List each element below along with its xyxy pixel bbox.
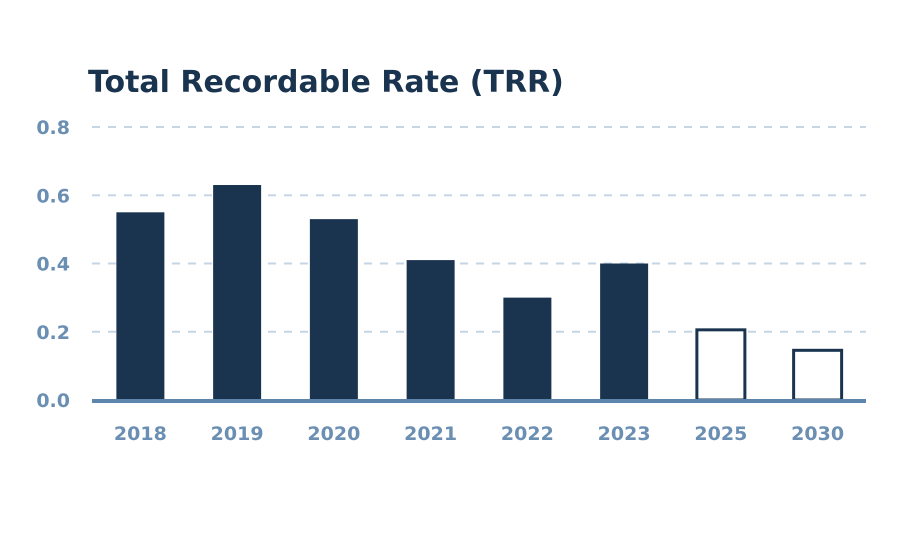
x-axis-ticks: 2018 2019 2020 2021 2022 2023 2025 2030 [114, 423, 844, 445]
y-tick-label: 0.4 [36, 254, 70, 276]
y-tick-label: 0.6 [36, 185, 70, 207]
x-tick-label: 2030 [791, 423, 844, 445]
bar [116, 212, 165, 400]
x-tick-label: 2023 [598, 423, 651, 445]
bar [309, 219, 358, 400]
x-tick-label: 2020 [307, 423, 360, 445]
x-tick-label: 2025 [694, 423, 747, 445]
y-tick-label: 0.0 [36, 390, 70, 412]
y-tick-label: 0.8 [36, 117, 70, 139]
bar [600, 263, 649, 400]
y-axis-ticks: 0.0 0.2 0.4 0.6 0.8 [36, 117, 70, 412]
target-bar [695, 328, 747, 402]
x-tick-label: 2019 [211, 423, 264, 445]
bars [116, 185, 844, 402]
bar [213, 185, 262, 400]
grid-lines [92, 126, 866, 333]
x-tick-label: 2018 [114, 423, 167, 445]
target-bar [792, 348, 844, 402]
chart-title: Total Recordable Rate (TRR) [88, 65, 564, 100]
x-tick-label: 2022 [501, 423, 554, 445]
bar [503, 297, 552, 400]
y-tick-label: 0.2 [36, 322, 70, 344]
x-tick-label: 2021 [404, 423, 457, 445]
bar [406, 260, 455, 400]
